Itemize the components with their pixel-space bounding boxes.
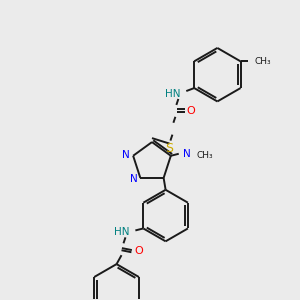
Text: O: O — [134, 246, 143, 256]
Text: CH₃: CH₃ — [196, 151, 213, 160]
Text: S: S — [165, 142, 173, 155]
Text: HN: HN — [114, 227, 129, 237]
Text: HN: HN — [165, 89, 180, 99]
Text: N: N — [183, 149, 190, 159]
Text: N: N — [122, 150, 130, 160]
Text: O: O — [187, 106, 196, 116]
Text: N: N — [130, 174, 137, 184]
Text: CH₃: CH₃ — [254, 57, 271, 66]
